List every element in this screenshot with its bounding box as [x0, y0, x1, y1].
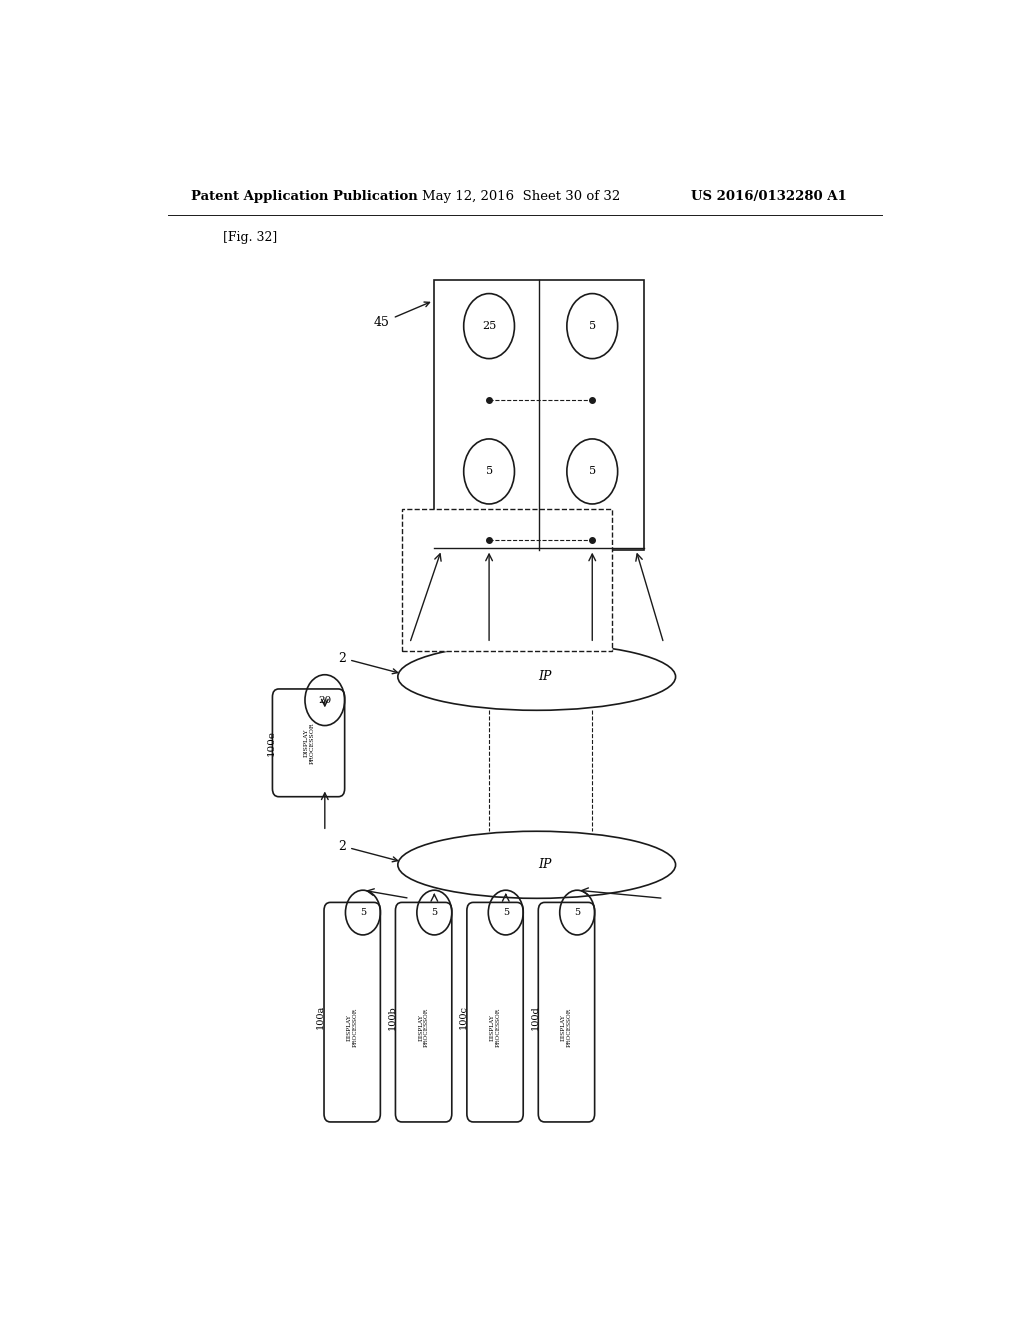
Text: 100c: 100c: [459, 1006, 468, 1030]
Bar: [401, 510, 612, 651]
FancyBboxPatch shape: [539, 903, 595, 1122]
Text: 100e: 100e: [267, 730, 275, 756]
Bar: [433, 280, 644, 549]
Text: May 12, 2016  Sheet 30 of 32: May 12, 2016 Sheet 30 of 32: [422, 190, 620, 202]
Text: 5: 5: [589, 466, 596, 477]
Text: 5: 5: [503, 908, 509, 917]
Text: 5: 5: [359, 908, 366, 917]
FancyBboxPatch shape: [467, 903, 523, 1122]
Ellipse shape: [397, 832, 676, 899]
Text: DISPLAY
PROCESSOR: DISPLAY PROCESSOR: [561, 1008, 571, 1047]
Text: 5: 5: [431, 908, 437, 917]
Text: 20: 20: [318, 696, 332, 705]
Text: 2: 2: [338, 652, 397, 673]
Text: 100a: 100a: [316, 1005, 325, 1030]
Text: DISPLAY
PROCESSOR: DISPLAY PROCESSOR: [489, 1008, 501, 1047]
Text: Patent Application Publication: Patent Application Publication: [191, 190, 418, 202]
Text: 45: 45: [374, 302, 429, 329]
Text: [Fig. 32]: [Fig. 32]: [223, 231, 278, 244]
Text: IP: IP: [538, 858, 551, 871]
Text: 100b: 100b: [387, 1005, 396, 1030]
Text: 5: 5: [485, 466, 493, 477]
Text: DISPLAY
PROCESSOR: DISPLAY PROCESSOR: [303, 722, 314, 763]
Text: DISPLAY
PROCESSOR: DISPLAY PROCESSOR: [418, 1008, 429, 1047]
Text: 2: 2: [338, 840, 397, 862]
Text: 100d: 100d: [530, 1005, 540, 1030]
FancyBboxPatch shape: [395, 903, 452, 1122]
Ellipse shape: [397, 643, 676, 710]
Text: DISPLAY
PROCESSOR: DISPLAY PROCESSOR: [347, 1008, 357, 1047]
Text: 5: 5: [589, 321, 596, 331]
Text: 25: 25: [482, 321, 497, 331]
FancyBboxPatch shape: [272, 689, 345, 797]
Text: IP: IP: [538, 671, 551, 684]
FancyBboxPatch shape: [324, 903, 380, 1122]
Text: US 2016/0132280 A1: US 2016/0132280 A1: [691, 190, 847, 202]
Text: 5: 5: [574, 908, 581, 917]
